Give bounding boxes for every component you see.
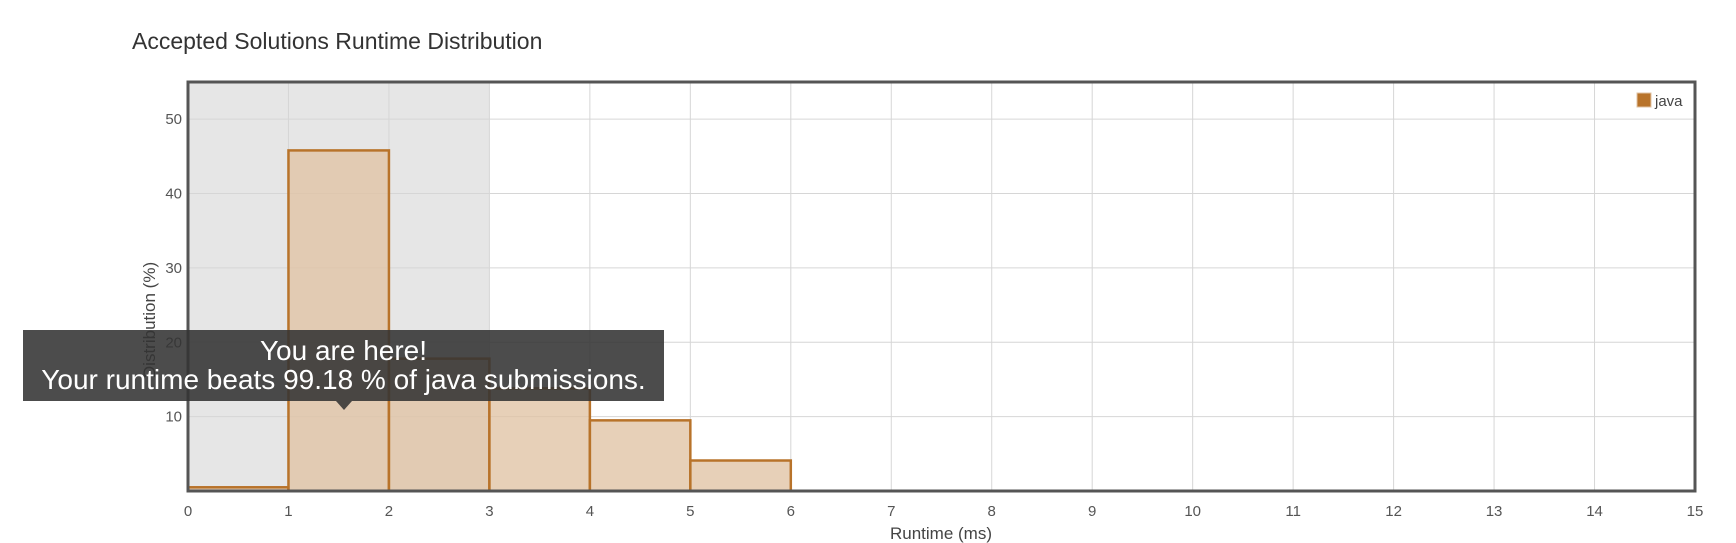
x-tick-label-9: 9 bbox=[1088, 503, 1096, 520]
legend[interactable]: java bbox=[1636, 92, 1683, 110]
plot-frame bbox=[186, 80, 1697, 493]
x-tick-label-1: 1 bbox=[284, 503, 292, 520]
x-axis-label: Runtime (ms) bbox=[890, 524, 992, 543]
legend-label-java: java bbox=[1654, 93, 1683, 110]
bar-java-4 bbox=[588, 419, 692, 493]
x-tick-label-12: 12 bbox=[1385, 503, 1402, 520]
y-tick-label-50: 50 bbox=[165, 111, 182, 128]
x-tick-label-6: 6 bbox=[787, 503, 795, 520]
x-tick-label-13: 13 bbox=[1486, 503, 1503, 520]
x-tick-label-3: 3 bbox=[485, 503, 493, 520]
x-tick-label-10: 10 bbox=[1184, 503, 1201, 520]
runtime-tooltip: You are here! Your runtime beats 99.18 %… bbox=[23, 330, 664, 401]
bar-java-1 bbox=[287, 149, 391, 493]
x-tick-label-15: 15 bbox=[1687, 503, 1704, 520]
chart-title: Accepted Solutions Runtime Distribution bbox=[132, 28, 543, 54]
x-tick-label-4: 4 bbox=[586, 503, 594, 520]
x-tick-label-5: 5 bbox=[686, 503, 694, 520]
x-axis-ticks: 0 1 2 3 4 5 6 7 8 9 10 11 12 13 14 15 bbox=[184, 503, 1704, 520]
y-tick-label-40: 40 bbox=[165, 186, 182, 203]
legend-swatch-java bbox=[1636, 92, 1652, 108]
x-tick-label-2: 2 bbox=[385, 503, 393, 520]
x-tick-label-8: 8 bbox=[988, 503, 996, 520]
tooltip-heading: You are here! bbox=[259, 335, 428, 366]
bar-java-5 bbox=[689, 459, 793, 493]
y-tick-label-30: 30 bbox=[165, 260, 182, 277]
y-tick-label-10: 10 bbox=[165, 409, 182, 426]
x-tick-label-14: 14 bbox=[1586, 503, 1603, 520]
tooltip-message: Your runtime beats 99.18 % of java submi… bbox=[41, 364, 646, 395]
tooltip-pointer bbox=[336, 401, 352, 410]
x-tick-label-0: 0 bbox=[184, 503, 192, 520]
x-tick-label-7: 7 bbox=[887, 503, 895, 520]
x-tick-label-11: 11 bbox=[1285, 503, 1301, 520]
bar-java-3 bbox=[488, 387, 592, 493]
bars bbox=[186, 149, 793, 493]
